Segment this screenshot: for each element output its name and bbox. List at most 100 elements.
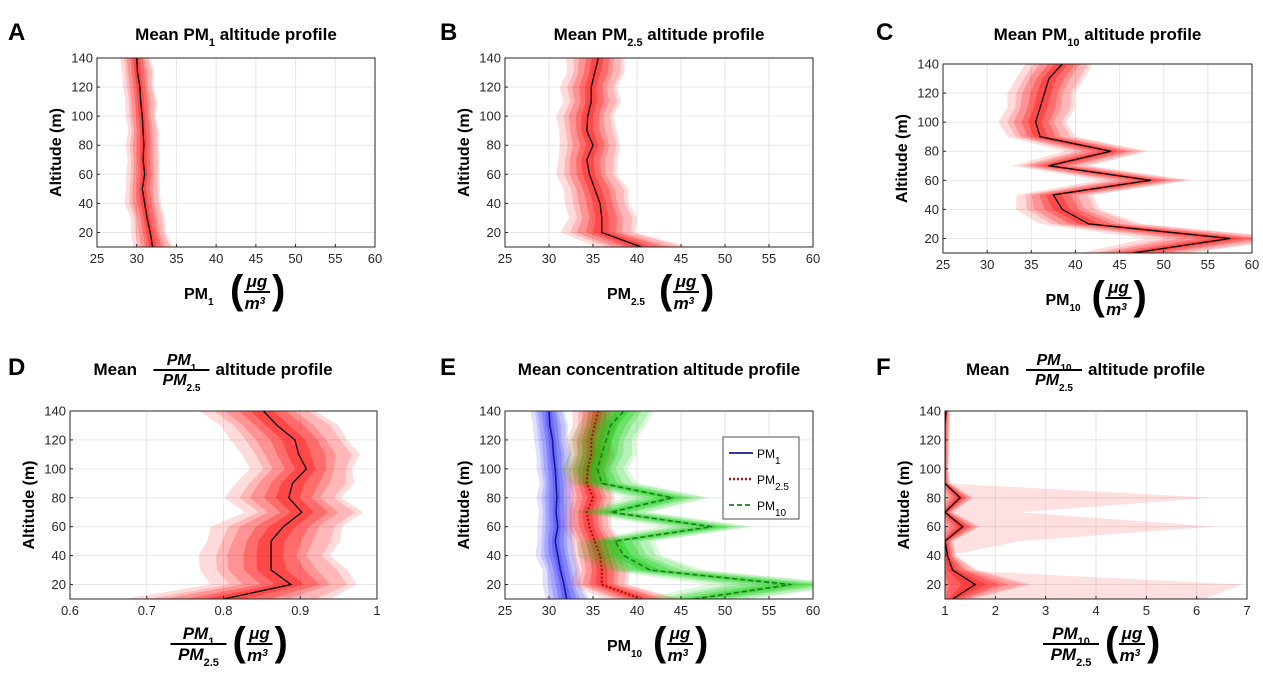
legend-label: PM1 <box>757 447 781 467</box>
range-band-3 <box>126 58 165 247</box>
x-tick-label: 60 <box>1245 257 1259 272</box>
data-point <box>601 569 603 571</box>
unit-denominator: m3 <box>674 294 695 313</box>
range-band-5 <box>545 411 572 599</box>
data-point <box>1110 150 1112 152</box>
y-tick-label: 100 <box>71 109 93 124</box>
data-point <box>711 526 713 528</box>
data-point <box>1035 121 1037 123</box>
range-band-5 <box>203 411 316 599</box>
data-point <box>601 217 603 219</box>
x-tick-label: 35 <box>586 251 600 266</box>
y-tick-label: 80 <box>79 138 93 153</box>
unit-denominator: m3 <box>245 294 266 313</box>
range-band-2 <box>147 411 355 599</box>
y-tick-label: 100 <box>919 461 941 476</box>
data-point <box>136 71 139 74</box>
plot-marks <box>124 411 364 599</box>
x-label-unit: (μg m3) <box>653 620 708 665</box>
y-tick-label: 20 <box>925 231 939 246</box>
x-tick-label: 1 <box>373 603 380 618</box>
x-label-unit: (μg m3) <box>1092 274 1147 319</box>
y-tick-label: 120 <box>44 432 66 447</box>
data-point <box>649 569 651 571</box>
range-band-1 <box>945 411 1031 599</box>
data-point <box>614 540 616 542</box>
range-band-2 <box>945 411 1024 599</box>
y-axis-label: Altitude (m) <box>48 108 65 197</box>
title-prefix: Mean <box>966 360 1009 379</box>
range-band-3 <box>945 411 1009 599</box>
x-label-unit: (μg m3) <box>659 268 714 313</box>
data-point <box>270 555 272 557</box>
y-tick-label: 120 <box>917 86 939 101</box>
range-band-3 <box>568 58 671 247</box>
data-point <box>1039 107 1041 109</box>
chart-title: Mean concentration altitude profile <box>518 360 800 379</box>
title-prefix: Mean <box>94 360 137 379</box>
y-tick-label: 120 <box>479 80 501 95</box>
x-tick-label: 25 <box>498 251 512 266</box>
paren-right: ) <box>272 268 285 312</box>
data-point <box>951 569 954 571</box>
data-point <box>294 439 296 441</box>
data-point <box>282 526 284 528</box>
y-tick-label: 60 <box>79 167 93 182</box>
x-tick-label: 5 <box>1143 603 1150 618</box>
axes-box <box>942 63 1253 254</box>
range-band-2 <box>1007 64 1252 253</box>
panel-letter: A <box>8 19 25 46</box>
data-point <box>291 482 294 484</box>
unit-numerator: μg <box>1107 278 1129 297</box>
x-label-unit: (μg m3) <box>230 268 285 313</box>
fraction-numerator: PM1 <box>183 624 215 648</box>
data-point <box>298 453 300 455</box>
plot-marks <box>945 411 1242 599</box>
panel-e: E Mean concentration altitude profile 25 30… <box>440 354 820 665</box>
data-point <box>149 231 151 234</box>
paren-left: ( <box>653 620 667 664</box>
y-tick-label: 100 <box>479 461 501 476</box>
data-point <box>143 144 145 146</box>
y-axis-label: Altitude (m) <box>456 461 473 550</box>
data-point <box>599 202 601 204</box>
fraction-denominator: PM2.5 <box>163 372 201 394</box>
y-axis-label: Altitude (m) <box>456 108 473 197</box>
legend-label: PM10 <box>757 499 787 519</box>
x-tick-label: 50 <box>718 251 732 266</box>
x-axis-label: PM2.5 (μg m3) <box>607 268 714 313</box>
data-point <box>1229 237 1231 240</box>
y-tick-label: 120 <box>919 432 941 447</box>
data-point <box>1061 208 1063 210</box>
paren-left: ( <box>659 268 673 312</box>
y-tick-label: 60 <box>925 173 939 188</box>
data-point <box>623 555 625 557</box>
x-tick-label: 45 <box>674 251 688 266</box>
data-point <box>552 453 555 455</box>
mean-line-1 <box>586 58 642 247</box>
data-point <box>1149 179 1152 181</box>
x-tick-label: 0.6 <box>61 603 79 618</box>
range-band-4 <box>575 58 663 247</box>
x-tick-label: 35 <box>169 251 183 266</box>
data-point <box>305 468 307 470</box>
x-tick-label: 25 <box>90 251 104 266</box>
mean-line-1 <box>945 411 977 599</box>
data-point <box>586 159 588 161</box>
y-tick-label: 100 <box>917 115 939 130</box>
unit-denominator: m3 <box>1120 646 1141 665</box>
axes-box <box>96 57 376 248</box>
x-tick-label: 55 <box>762 603 776 618</box>
range-band-4 <box>578 411 659 599</box>
range-band-1 <box>556 58 690 247</box>
x-axis-label: PM10 (μg m3) <box>607 620 708 665</box>
data-point <box>288 497 290 499</box>
data-point <box>142 159 144 161</box>
unit-numerator: μg <box>248 624 270 643</box>
range-band-3 <box>575 411 813 599</box>
x-tick-label: 6 <box>1193 603 1200 618</box>
x-tick-label: 60 <box>368 251 382 266</box>
y-tick-label: 20 <box>487 577 501 592</box>
